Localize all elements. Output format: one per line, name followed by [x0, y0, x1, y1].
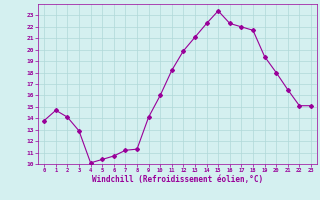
X-axis label: Windchill (Refroidissement éolien,°C): Windchill (Refroidissement éolien,°C) [92, 175, 263, 184]
